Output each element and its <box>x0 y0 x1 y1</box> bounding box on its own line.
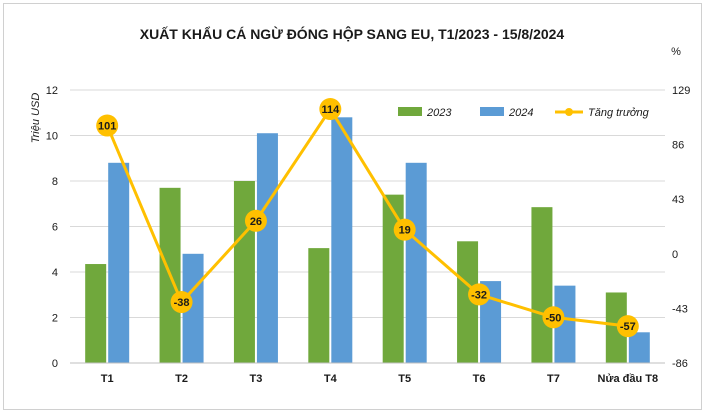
legend-marker-growth <box>565 108 573 116</box>
y-tick-label: 6 <box>52 222 58 234</box>
growth-data-label: 26 <box>250 216 262 228</box>
growth-point-Nửa đầu T8 <box>616 315 639 338</box>
x-tick-label: T7 <box>547 373 560 385</box>
y2-tick-label: 43 <box>672 194 684 206</box>
growth-point-T6 <box>468 283 491 306</box>
growth-point-T4 <box>319 98 342 121</box>
chart-title: XUẤT KHẨU CÁ NGỪ ĐÓNG HỘP SANG EU, T1/20… <box>140 25 565 42</box>
y2-tick-label: 0 <box>672 249 678 261</box>
growth-point-T1 <box>96 114 119 137</box>
y-tick-label: 2 <box>52 313 58 325</box>
y2-tick-label: 86 <box>672 140 684 152</box>
y2-tick-label: 129 <box>672 85 690 97</box>
bar-2023-T7 <box>531 207 553 363</box>
bar-2024-T4 <box>331 117 353 363</box>
y-axis-label: Triệu USD <box>30 93 42 144</box>
growth-point-T2 <box>170 291 193 314</box>
growth-data-label: -57 <box>620 321 636 333</box>
legend: 2023 2024 Tăng trưởng <box>398 107 650 119</box>
bar-2024-T3 <box>256 133 278 363</box>
x-tick-label: T5 <box>398 373 411 385</box>
x-tick-label: T4 <box>324 373 338 385</box>
y-tick-label: 0 <box>52 358 58 370</box>
growth-data-label: -50 <box>545 312 561 324</box>
growth-data-label: -38 <box>174 297 190 309</box>
growth-point-T3 <box>244 209 267 232</box>
x-tick-label: T3 <box>250 373 263 385</box>
growth-line <box>105 107 628 328</box>
y2-axis-label: % <box>671 46 681 58</box>
growth-data-label: -32 <box>471 289 487 301</box>
bar-2024-T1 <box>108 162 130 363</box>
bar-2024-T7 <box>554 285 576 363</box>
y-tick-label: 12 <box>46 85 58 97</box>
legend-label-2024: 2024 <box>508 107 533 119</box>
bar-2023-T6 <box>457 241 479 363</box>
y-tick-label: 8 <box>52 176 58 188</box>
legend-label-2023: 2023 <box>426 107 452 119</box>
x-tick-label: T1 <box>101 373 114 385</box>
bar-2024-T2 <box>182 253 204 363</box>
bar-2023-Nửa đầu T8 <box>605 292 627 363</box>
growth-point-T5 <box>393 218 416 241</box>
legend-swatch-2023 <box>398 107 422 116</box>
bar-2023-T1 <box>85 264 107 363</box>
x-tick-label: Nửa đầu T8 <box>598 373 659 385</box>
y-tick-label: 4 <box>52 267 58 279</box>
x-tick-label: T6 <box>473 373 486 385</box>
legend-label-growth: Tăng trưởng <box>588 107 650 119</box>
bar-2023-T3 <box>233 181 255 363</box>
bar-2024-T5 <box>405 162 427 363</box>
growth-data-label: 101 <box>98 121 116 133</box>
growth-point-T7 <box>542 306 565 329</box>
y-tick-label: 10 <box>46 131 58 143</box>
bar-2024-Nửa đầu T8 <box>628 332 650 363</box>
bar-2023-T4 <box>308 248 330 363</box>
legend-swatch-2024 <box>480 107 504 116</box>
growth-data-label: 114 <box>321 104 340 116</box>
growth-data-label: 19 <box>399 225 411 237</box>
y2-tick-label: -86 <box>672 358 688 370</box>
x-tick-label: T2 <box>175 373 188 385</box>
y2-tick-label: -43 <box>672 303 688 315</box>
